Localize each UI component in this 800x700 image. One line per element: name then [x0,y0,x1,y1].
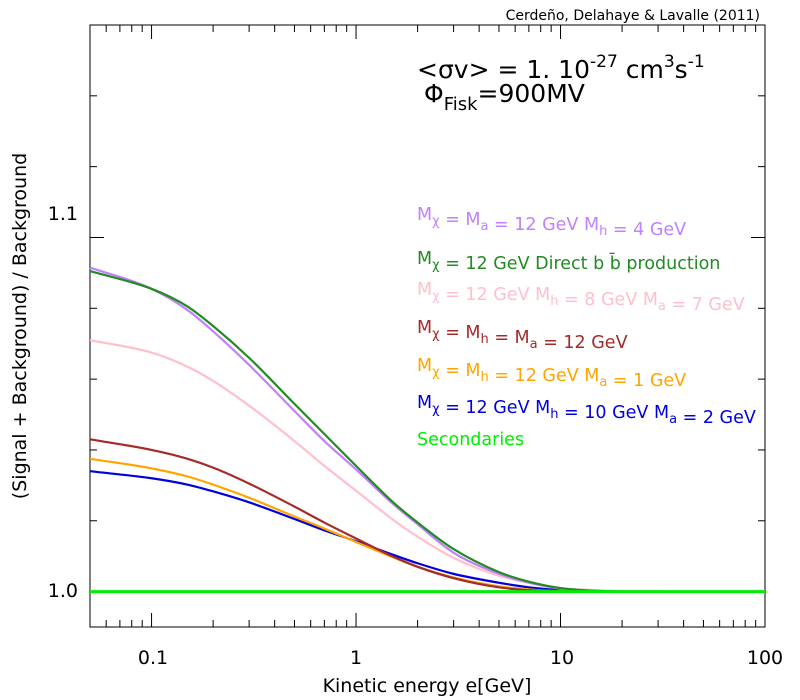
plot-area [89,24,766,628]
axis-ticks [89,24,766,627]
fisk-potential-annotation: ΦFisk=900MV [424,79,585,115]
x-axis-label: Kinetic energy e[GeV] [323,675,532,697]
series-line [89,438,765,593]
series-line [89,457,765,593]
y-axis-label: (Signal + Background) / Background [9,153,31,499]
x-tick-labels: 0.1 1 10 100 [138,647,783,669]
legend-entry: Mχ = Mh = 12 GeV Ma = 1 GeV [417,356,686,391]
series-lines [89,266,765,594]
y-tick-label: 1.1 [48,203,78,225]
legend-entry: Mχ = Ma = 12 GeV Mh = 4 GeV [417,205,686,240]
x-tick-label: 10 [550,647,574,669]
chart-credit: Cerdeño, Delahaye & Lavalle (2011) [506,8,760,24]
y-tick-label: 1.0 [48,580,78,602]
legend: Mχ = Ma = 12 GeV Mh = 4 GeV Mχ = 12 GeV D… [417,205,756,450]
x-tick-label: 1 [350,647,362,669]
x-tick-label: 100 [747,647,783,669]
legend-entry: Mχ = 12 GeV Mh = 10 GeV Ma = 2 GeV [417,393,756,428]
cross-section-annotation: <σv> = 1. 10-27 cm3s-1 [417,52,705,84]
legend-entry: Secondaries [417,430,524,450]
y-tick-labels: 1.0 1.1 [48,203,78,602]
legend-entry: Mχ = 12 GeV Direct b b̄ production [417,249,720,274]
legend-entry: Mχ = 12 GeV Mh = 8 GeV Ma = 7 GeV [417,280,745,315]
legend-entry: Mχ = Mh = Ma = 12 GeV [417,318,628,353]
x-tick-label: 0.1 [138,647,168,669]
